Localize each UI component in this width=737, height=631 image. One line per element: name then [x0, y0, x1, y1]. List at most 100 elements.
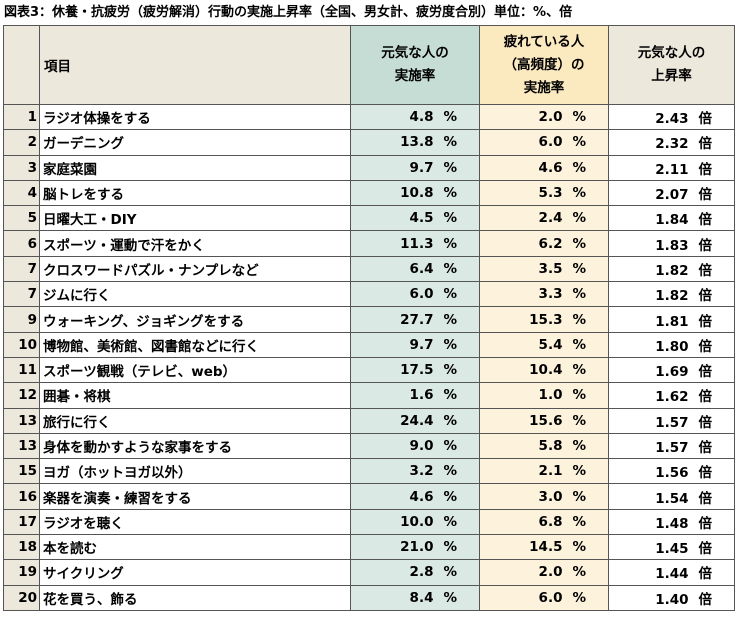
ratio-cell-text: 2.07 [655, 187, 689, 204]
rank-cell: 19 [3, 559, 40, 586]
genki-rate-cell: 1.6% [350, 382, 480, 409]
genki-rate-cell: 13.8% [350, 129, 480, 156]
rank-cell: 10 [3, 331, 40, 358]
ratio-cell: 1.84 倍 [608, 205, 735, 232]
ratio-cell-text: 1.84 [655, 212, 689, 229]
rank-cell: 6 [3, 230, 40, 257]
item-cell: ガーデニング [39, 129, 351, 156]
table-row: 7 クロスワードパズル・ナンプレなど 6.4% 3.5% 1.82 倍 [3, 255, 735, 283]
genki-rate-cell: 3.2% [350, 458, 480, 485]
tired-rate-cell: 2.0% [479, 103, 609, 131]
item-cell: ジムに行く [39, 281, 351, 308]
ratio-cell: 1.57 倍 [608, 407, 735, 434]
ratio-cell-text: 倍 [698, 440, 713, 456]
tired-rate-cell-text: 4.6 [538, 159, 563, 176]
rank-cell-text: 16 [18, 488, 37, 505]
item-cell: 囲碁・将棋 [39, 382, 351, 409]
item-cell-text: ラジオ体操をする [43, 111, 151, 128]
tired-rate-cell-text: % [572, 488, 586, 505]
item-cell-text: 脳トレをする [43, 187, 124, 204]
tired-rate-cell-text: 3.3 [538, 286, 563, 303]
ratio-cell-text: 倍 [698, 389, 713, 406]
genki-rate-cell-text: 8.4 [409, 589, 434, 606]
ratio-cell: 2.11 倍 [608, 154, 735, 181]
ratio-cell: 1.48 倍 [608, 508, 735, 536]
tired-rate-cell-text: 15.6 [529, 412, 563, 429]
genki-rate-cell-text: 9.7 [409, 336, 434, 353]
ratio-cell-text: 倍 [698, 212, 713, 229]
table-row: 16 楽器を演奏・練習をする 4.6% 3.0% 1.54 倍 [3, 483, 735, 510]
genki-rate-cell: 6.4% [350, 255, 480, 283]
tired-rate-cell-text: 14.5 [529, 539, 563, 556]
item-cell: 旅行に行く [39, 407, 351, 434]
table-row: 18 本を読む 21.0% 14.5% 1.45 倍 [3, 534, 735, 561]
tired-rate-cell-text: % [572, 412, 586, 429]
ratio-cell-text: 1.57 [655, 414, 689, 431]
tired-rate-cell-text: 5.3 [538, 185, 563, 202]
item-cell: 家庭菜園 [39, 154, 351, 181]
tired-rate-cell-text: % [572, 589, 586, 606]
header-genki-rate: 元気な人の 実施率 [350, 25, 480, 105]
tired-rate-cell: 10.4% [479, 356, 609, 384]
item-cell: ウォーキング、ジョギングをする [39, 306, 351, 333]
item-cell: 脳トレをする [39, 179, 351, 207]
genki-rate-cell-text: 17.5 [400, 362, 434, 379]
genki-rate-cell: 6.0% [350, 281, 480, 308]
tired-rate-cell-text: % [572, 159, 586, 176]
genki-rate-cell-text: % [443, 109, 457, 126]
ratio-cell-text: 1.56 [655, 465, 689, 482]
item-cell: ラジオを聴く [39, 508, 351, 536]
header-ratio-line1: 元気な人の [637, 45, 706, 61]
tired-rate-cell-text: 3.5 [538, 260, 563, 277]
ratio-cell-text: 1.82 [655, 288, 689, 305]
item-cell: 本を読む [39, 534, 351, 561]
tired-rate-cell: 2.4% [479, 205, 609, 232]
genki-rate-cell-text: % [443, 362, 457, 379]
rank-cell-text: 7 [27, 286, 37, 303]
tired-rate-cell-text: 6.0 [538, 589, 563, 606]
table-row: 7 ジムに行く 6.0% 3.3% 1.82 倍 [3, 281, 735, 308]
genki-rate-cell-text: 10.0 [400, 513, 434, 530]
genki-rate-cell-text: % [443, 488, 457, 505]
ratio-cell-text: 倍 [698, 136, 713, 153]
ratio-cell-text: 1.80 [655, 338, 689, 355]
item-cell: スポーツ・運動で汗をかく [39, 230, 351, 257]
tired-rate-cell-text: % [572, 109, 586, 126]
genki-rate-cell-text: 4.8 [409, 109, 434, 126]
rank-cell: 4 [3, 179, 40, 207]
tired-rate-cell: 6.0% [479, 584, 609, 611]
ratio-cell-text: 1.82 [655, 262, 689, 279]
tired-rate-cell-text: % [572, 260, 586, 277]
table-row: 12 囲碁・将棋 1.6% 1.0% 1.62 倍 [3, 382, 735, 409]
tired-rate-cell: 3.5% [479, 255, 609, 283]
tired-rate-cell-text: 6.8 [538, 513, 563, 530]
ratio-cell: 1.69 倍 [608, 356, 735, 384]
ratio-cell-text: 倍 [698, 465, 713, 482]
tired-rate-cell: 15.6% [479, 407, 609, 434]
tired-rate-cell-text: 5.8 [538, 438, 563, 454]
genki-rate-cell-text: % [443, 210, 457, 227]
rank-cell: 7 [3, 255, 40, 283]
ratio-cell-text: 1.69 [655, 364, 689, 381]
table-row: 1 ラジオ体操をする 4.8% 2.0% 2.43 倍 [3, 103, 735, 131]
rank-cell: 15 [3, 458, 40, 485]
header-ratio-line2: 上昇率 [651, 68, 692, 84]
tired-rate-cell-text: 2.1 [538, 463, 563, 480]
header-genki-line2: 実施率 [394, 68, 436, 84]
genki-rate-cell-text: 9.7 [409, 159, 434, 176]
tired-rate-cell-text: % [572, 185, 586, 202]
item-cell-text: 身体を動かすような家事をする [43, 440, 232, 456]
item-cell: 花を買う、飾る [39, 584, 351, 611]
tired-rate-cell-text: % [572, 210, 586, 227]
genki-rate-cell: 24.4% [350, 407, 480, 434]
tired-rate-cell: 6.0% [479, 129, 609, 156]
tired-rate-cell-text: 5.4 [538, 336, 563, 353]
header-rank-cell [3, 25, 40, 105]
item-cell-text: 囲碁・将棋 [43, 389, 111, 406]
rank-cell: 18 [3, 534, 40, 561]
item-cell: 日曜大工・DIY [39, 205, 351, 232]
item-cell: 身体を動かすような家事をする [39, 432, 351, 460]
ratio-cell-text: 倍 [698, 187, 713, 204]
tired-rate-cell: 2.1% [479, 458, 609, 485]
rank-cell-text: 12 [18, 387, 37, 404]
